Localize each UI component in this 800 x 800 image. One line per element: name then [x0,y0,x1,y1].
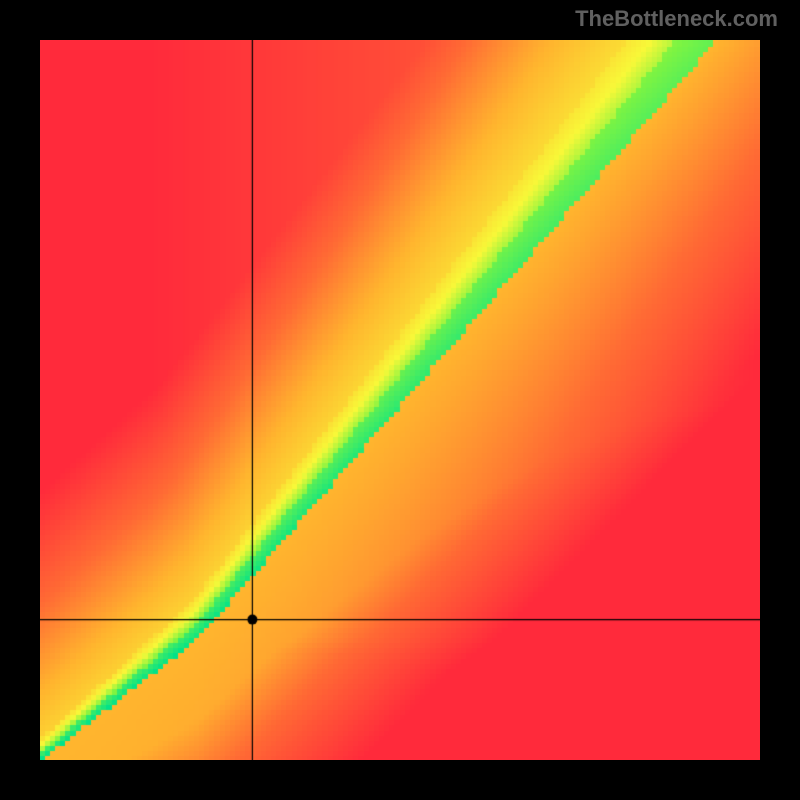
chart-container: TheBottleneck.com [0,0,800,800]
bottleneck-heatmap [40,40,760,760]
watermark-text: TheBottleneck.com [575,6,778,32]
